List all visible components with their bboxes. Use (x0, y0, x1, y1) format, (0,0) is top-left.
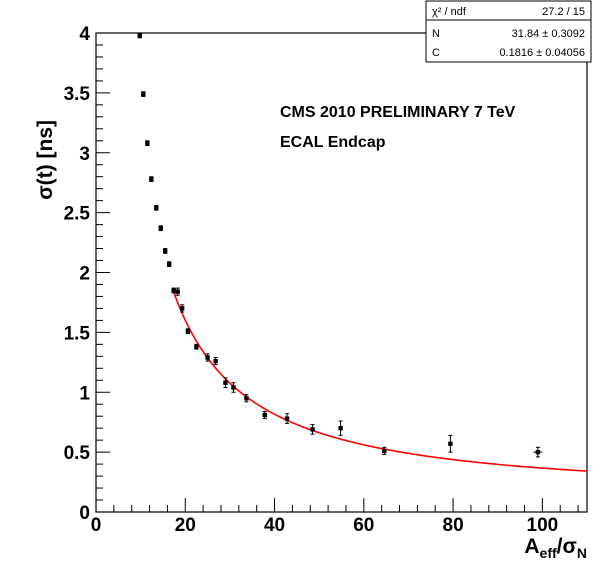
data-point (262, 410, 267, 420)
x-tick-label: 40 (264, 515, 285, 536)
data-point (145, 140, 150, 147)
y-tick-label: 4 (79, 24, 90, 45)
point-marker (154, 205, 159, 211)
stats-value-n: 31.84 ± 0.3092 (512, 28, 585, 40)
y-tick-label: 1 (79, 383, 90, 404)
y-tick-label: 2 (79, 264, 90, 285)
x-tick-labels: 0 20 40 60 80 100 (91, 515, 559, 536)
point-marker (205, 355, 210, 360)
data-point (310, 424, 315, 435)
x-tick-label: 100 (527, 515, 559, 536)
data-point (162, 248, 168, 254)
x-axis-title-sub2: N (577, 545, 587, 561)
point-marker (158, 225, 163, 231)
x-tick-label: 60 (353, 515, 374, 536)
point-marker (535, 449, 541, 455)
stats-label-chi2: χ² / ndf (432, 6, 467, 18)
data-point (382, 446, 387, 456)
y-tick-label: 0 (79, 503, 90, 524)
y-tick-label: 3 (79, 144, 90, 165)
point-marker (448, 441, 453, 446)
data-point (205, 353, 210, 362)
point-marker (213, 358, 218, 364)
y-axis-title: σ(t) [ns] (34, 120, 57, 200)
data-point (213, 357, 218, 366)
y-tick-label: 3.5 (64, 84, 91, 105)
fit-curve (173, 292, 588, 472)
point-marker (338, 425, 343, 431)
point-marker (223, 380, 228, 385)
point-marker (284, 416, 290, 421)
point-marker (137, 33, 142, 38)
point-marker (149, 176, 154, 182)
x-tick-label: 80 (443, 515, 464, 536)
point-marker (179, 306, 185, 311)
data-point (194, 343, 199, 350)
x-axis-title-main: A (524, 535, 539, 558)
data-point (231, 382, 236, 393)
point-marker (185, 328, 191, 334)
point-marker (231, 385, 236, 390)
point-marker (141, 91, 146, 97)
stats-box: χ² / ndf 27.2 / 15 N 31.84 ± 0.3092 C 0.… (425, 0, 592, 63)
point-marker (175, 289, 180, 294)
data-point (175, 287, 180, 296)
x-axis-title: Aeff/σN (524, 535, 587, 561)
data-point (223, 377, 228, 388)
y-tick-labels: 0 0.5 1 1.5 2 2.5 3 3.5 4 (64, 24, 91, 524)
point-marker (262, 412, 267, 418)
point-marker (382, 448, 387, 454)
y-tick-label: 1.5 (64, 323, 91, 344)
x-axis-title-sub1: eff (540, 545, 557, 561)
x-tick-label: 20 (175, 515, 196, 536)
data-point (158, 225, 163, 232)
stats-label-c: C (432, 47, 440, 59)
data-point (185, 328, 191, 335)
data-point (284, 413, 290, 424)
data-point (179, 304, 185, 313)
stats-value-c: 0.1816 ± 0.04056 (499, 47, 585, 59)
point-marker (162, 248, 168, 254)
stats-label-n: N (432, 28, 440, 40)
data-point (137, 32, 142, 39)
stats-box-frame (425, 0, 592, 63)
point-marker (244, 396, 249, 401)
point-marker (310, 427, 315, 432)
data-point (167, 261, 172, 268)
data-point (141, 91, 146, 97)
data-point (171, 287, 176, 294)
y-tick-label: 2.5 (64, 204, 91, 225)
point-marker (167, 261, 172, 267)
x-tick-label: 0 (91, 515, 102, 536)
point-marker (145, 140, 150, 146)
data-points (137, 32, 543, 458)
point-marker (171, 288, 176, 293)
y-tick-label: 0.5 (64, 443, 91, 464)
data-point (338, 420, 343, 436)
x-axis-title-sep: /σ (557, 535, 577, 558)
annotation-experiment: CMS 2010 PRELIMINARY 7 TeV (280, 104, 516, 121)
stats-value-chi2: 27.2 / 15 (542, 6, 585, 18)
point-marker (194, 344, 199, 349)
data-point (244, 394, 249, 403)
data-point (154, 204, 159, 211)
axis-ticks (95, 32, 579, 513)
data-point (448, 434, 453, 453)
data-point (149, 176, 154, 182)
annotation-detector: ECAL Endcap (280, 134, 386, 151)
data-point (533, 446, 543, 458)
